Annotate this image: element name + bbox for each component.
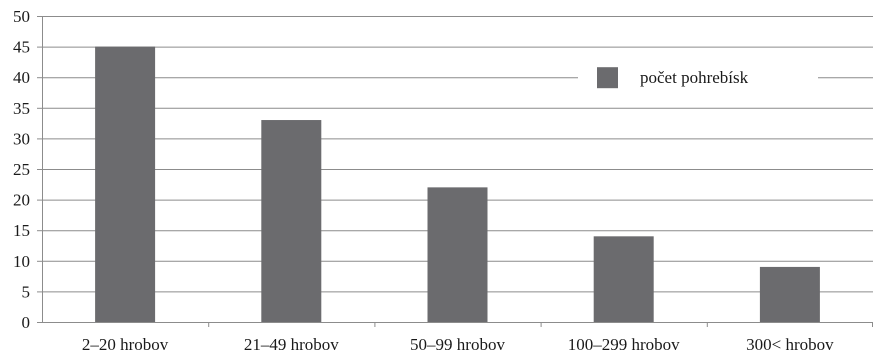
axes [37,16,873,327]
y-tick-label: 5 [22,282,31,301]
legend-swatch [597,67,618,89]
legend-label: počet pohrebísk [640,68,749,87]
bar [261,120,322,322]
y-tick-label: 15 [13,221,30,240]
x-tick-label: 21–49 hrobov [244,335,339,354]
y-tick-label: 0 [22,313,31,332]
x-tick-label: 50–99 hrobov [410,335,505,354]
legend: počet pohrebísk [597,67,873,89]
y-tick-labels: 0 5 10 15 20 25 30 35 40 45 50 [13,7,30,332]
gridlines [42,16,873,293]
y-tick-label: 35 [13,99,30,118]
bar [759,266,820,322]
x-tick-labels: 2–20 hrobov 21–49 hrobov 50–99 hrobov 100–2… [82,335,834,354]
y-tick-label: 50 [13,7,30,26]
bar [593,236,654,322]
y-tick-label: 25 [13,160,30,179]
y-tick-label: 45 [13,38,30,57]
x-tick-label: 2–20 hrobov [82,335,169,354]
y-tick-label: 20 [13,191,30,210]
bar [427,187,488,322]
x-tick-label: 100–299 hrobov [568,335,680,354]
x-tick-label: 300< hrobov [746,335,834,354]
y-tick-label: 30 [13,129,30,148]
y-tick-label: 40 [13,68,30,87]
bars [95,46,820,322]
y-tick-label: 10 [13,252,30,271]
bar [95,46,156,322]
